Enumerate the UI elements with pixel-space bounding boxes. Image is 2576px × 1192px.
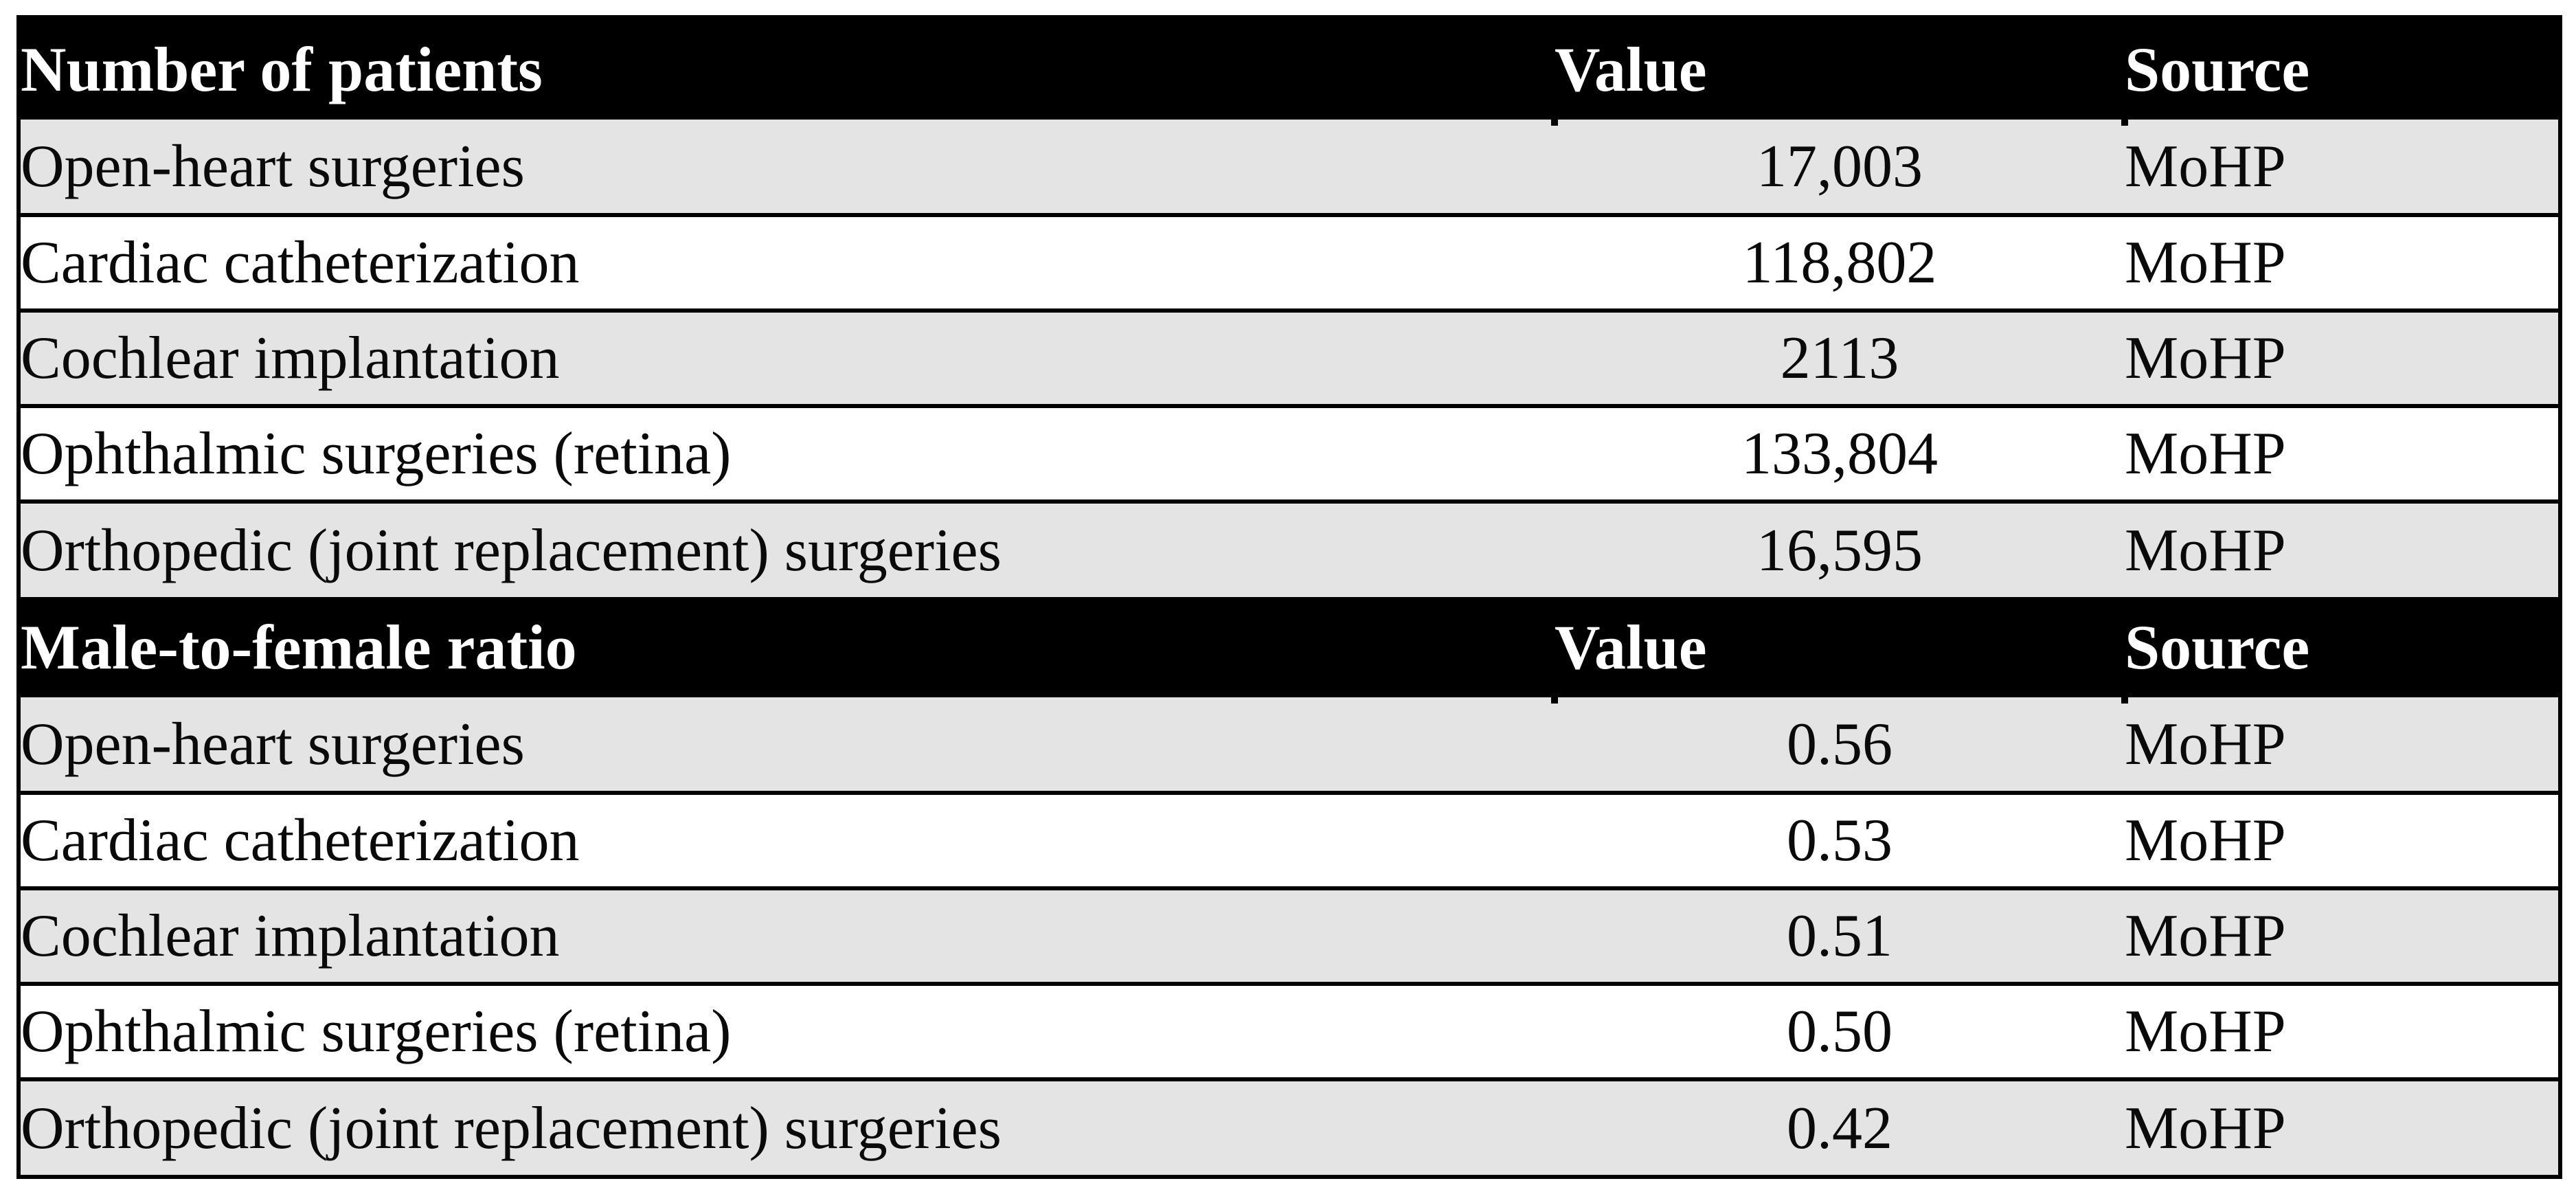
section-header-male-to-female-ratio: Male-to-female ratio Value Source [21, 597, 2558, 697]
row-name: Orthopedic (joint replacement) surgeries [21, 499, 1555, 597]
statistics-table: Number of patients Value Source Open-hea… [16, 15, 2562, 1179]
value-column-header: Value [1555, 597, 2125, 697]
source-column-header: Source [2125, 597, 2558, 697]
column-divider-tick [1551, 120, 1558, 126]
table-row: Ophthalmic surgeries (retina) 133,804 Mo… [21, 404, 2558, 502]
table-row: Cardiac catheterization 118,802 MoHP [21, 213, 2558, 311]
row-value: 0.56 [1555, 697, 2125, 793]
row-source: MoHP [2125, 697, 2558, 793]
column-divider-tick [2121, 120, 2128, 126]
row-value: 0.50 [1555, 982, 2125, 1079]
row-name: Ophthalmic surgeries (retina) [21, 404, 1555, 502]
row-source: MoHP [2125, 499, 2558, 597]
table-row: Ophthalmic surgeries (retina) 0.50 MoHP [21, 982, 2558, 1079]
row-value: 133,804 [1555, 404, 2125, 502]
row-source: MoHP [2125, 791, 2558, 888]
row-value: 16,595 [1555, 499, 2125, 597]
table-row: Open-heart surgeries 17,003 MoHP [21, 120, 2558, 215]
row-name: Cardiac catheterization [21, 213, 1555, 311]
table-row: Cardiac catheterization 0.53 MoHP [21, 791, 2558, 888]
row-source: MoHP [2125, 213, 2558, 311]
row-source: MoHP [2125, 120, 2558, 215]
patients-statistics-table: Number of patients Value Source Open-hea… [21, 19, 2558, 1175]
row-source: MoHP [2125, 404, 2558, 502]
row-name: Cardiac catheterization [21, 791, 1555, 888]
table-row: Open-heart surgeries 0.56 MoHP [21, 697, 2558, 793]
section-header-number-of-patients: Number of patients Value Source [21, 19, 2558, 120]
source-column-header: Source [2125, 19, 2558, 120]
row-value: 0.51 [1555, 886, 2125, 984]
row-name: Orthopedic (joint replacement) surgeries [21, 1077, 1555, 1175]
value-column-header: Value [1555, 19, 2125, 120]
row-value: 0.42 [1555, 1077, 2125, 1175]
table-row: Orthopedic (joint replacement) surgeries… [21, 499, 2558, 597]
row-name: Open-heart surgeries [21, 697, 1555, 793]
row-name: Ophthalmic surgeries (retina) [21, 982, 1555, 1079]
section-title: Number of patients [21, 19, 1555, 120]
row-value: 17,003 [1555, 120, 2125, 215]
row-name: Cochlear implantation [21, 886, 1555, 984]
row-value: 118,802 [1555, 213, 2125, 311]
row-value: 0.53 [1555, 791, 2125, 888]
column-divider-tick [2121, 697, 2128, 704]
column-divider-tick [1551, 697, 1558, 704]
row-value: 2113 [1555, 308, 2125, 406]
row-source: MoHP [2125, 1077, 2558, 1175]
row-name: Cochlear implantation [21, 308, 1555, 406]
table-row: Cochlear implantation 2113 MoHP [21, 308, 2558, 406]
row-name: Open-heart surgeries [21, 120, 1555, 215]
row-source: MoHP [2125, 982, 2558, 1079]
row-source: MoHP [2125, 308, 2558, 406]
section-title: Male-to-female ratio [21, 597, 1555, 697]
table-row: Cochlear implantation 0.51 MoHP [21, 886, 2558, 984]
table-row: Orthopedic (joint replacement) surgeries… [21, 1077, 2558, 1175]
row-source: MoHP [2125, 886, 2558, 984]
